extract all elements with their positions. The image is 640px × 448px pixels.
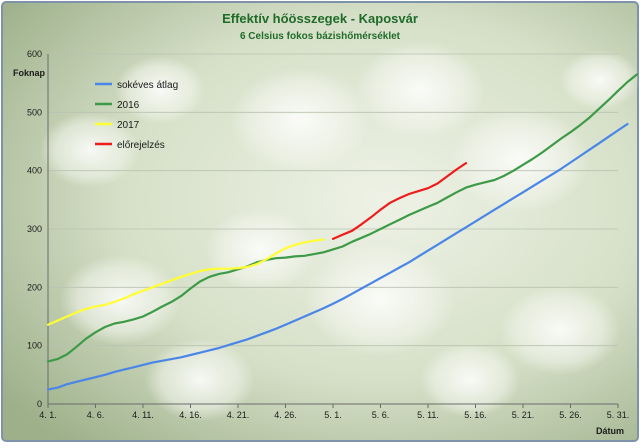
series-lines xyxy=(46,73,639,391)
x-tick-label: 4. 16. xyxy=(179,410,202,420)
y-tick-label: 600 xyxy=(27,49,42,59)
chart-title: Effektív hőösszegek - Kaposvár xyxy=(222,11,418,26)
x-tick-label: 5. 21. xyxy=(512,410,535,420)
series-line-0 xyxy=(46,122,629,391)
x-tick-label: 5. 26. xyxy=(559,410,582,420)
y-tick-label: 0 xyxy=(37,399,42,409)
x-tick-label: 5. 1. xyxy=(324,410,342,420)
x-tick-label: 4. 6. xyxy=(87,410,105,420)
y-tick-label: 500 xyxy=(27,107,42,117)
y-tick-label: 100 xyxy=(27,341,42,351)
series-line-2 xyxy=(46,238,325,326)
legend-label: 2017 xyxy=(117,120,140,131)
x-tick-label: 4. 26. xyxy=(274,410,297,420)
y-tick-label: 300 xyxy=(27,224,42,234)
chart-subtitle: 6 Celsius fokos bázishőmérséklet xyxy=(240,31,401,42)
y-tick-label: 400 xyxy=(27,166,42,176)
x-tick-labels: 4. 1. 4. 6. 4. 11. 4. 16. 4. 21. 4. 26. 5. 1. 5… xyxy=(39,404,629,420)
series-line-3 xyxy=(331,162,468,240)
legend-label: előrejelzés xyxy=(117,140,165,151)
y-tick-label: 200 xyxy=(27,282,42,292)
legend: sokéves átlag 2016 2017 előrejelzés xyxy=(95,80,178,151)
legend-label: sokéves átlag xyxy=(117,80,178,91)
y-tick-labels: 0 100 200 300 400 500 600 xyxy=(27,49,42,409)
legend-label: 2016 xyxy=(117,100,140,111)
y-axis-label: Foknap xyxy=(13,68,46,78)
gridlines xyxy=(48,53,618,347)
x-tick-label: 5. 11. xyxy=(417,410,439,420)
x-tick-label: 5. 6. xyxy=(372,410,390,420)
x-tick-label: 4. 11. xyxy=(132,410,154,420)
x-tick-label: 5. 16. xyxy=(464,410,487,420)
x-axis-label: Dátum xyxy=(596,426,624,436)
series-line-1 xyxy=(46,73,639,363)
x-tick-label: 4. 1. xyxy=(39,410,57,420)
x-tick-label: 5. 31. xyxy=(607,410,630,420)
x-tick-label: 4. 21. xyxy=(227,410,250,420)
